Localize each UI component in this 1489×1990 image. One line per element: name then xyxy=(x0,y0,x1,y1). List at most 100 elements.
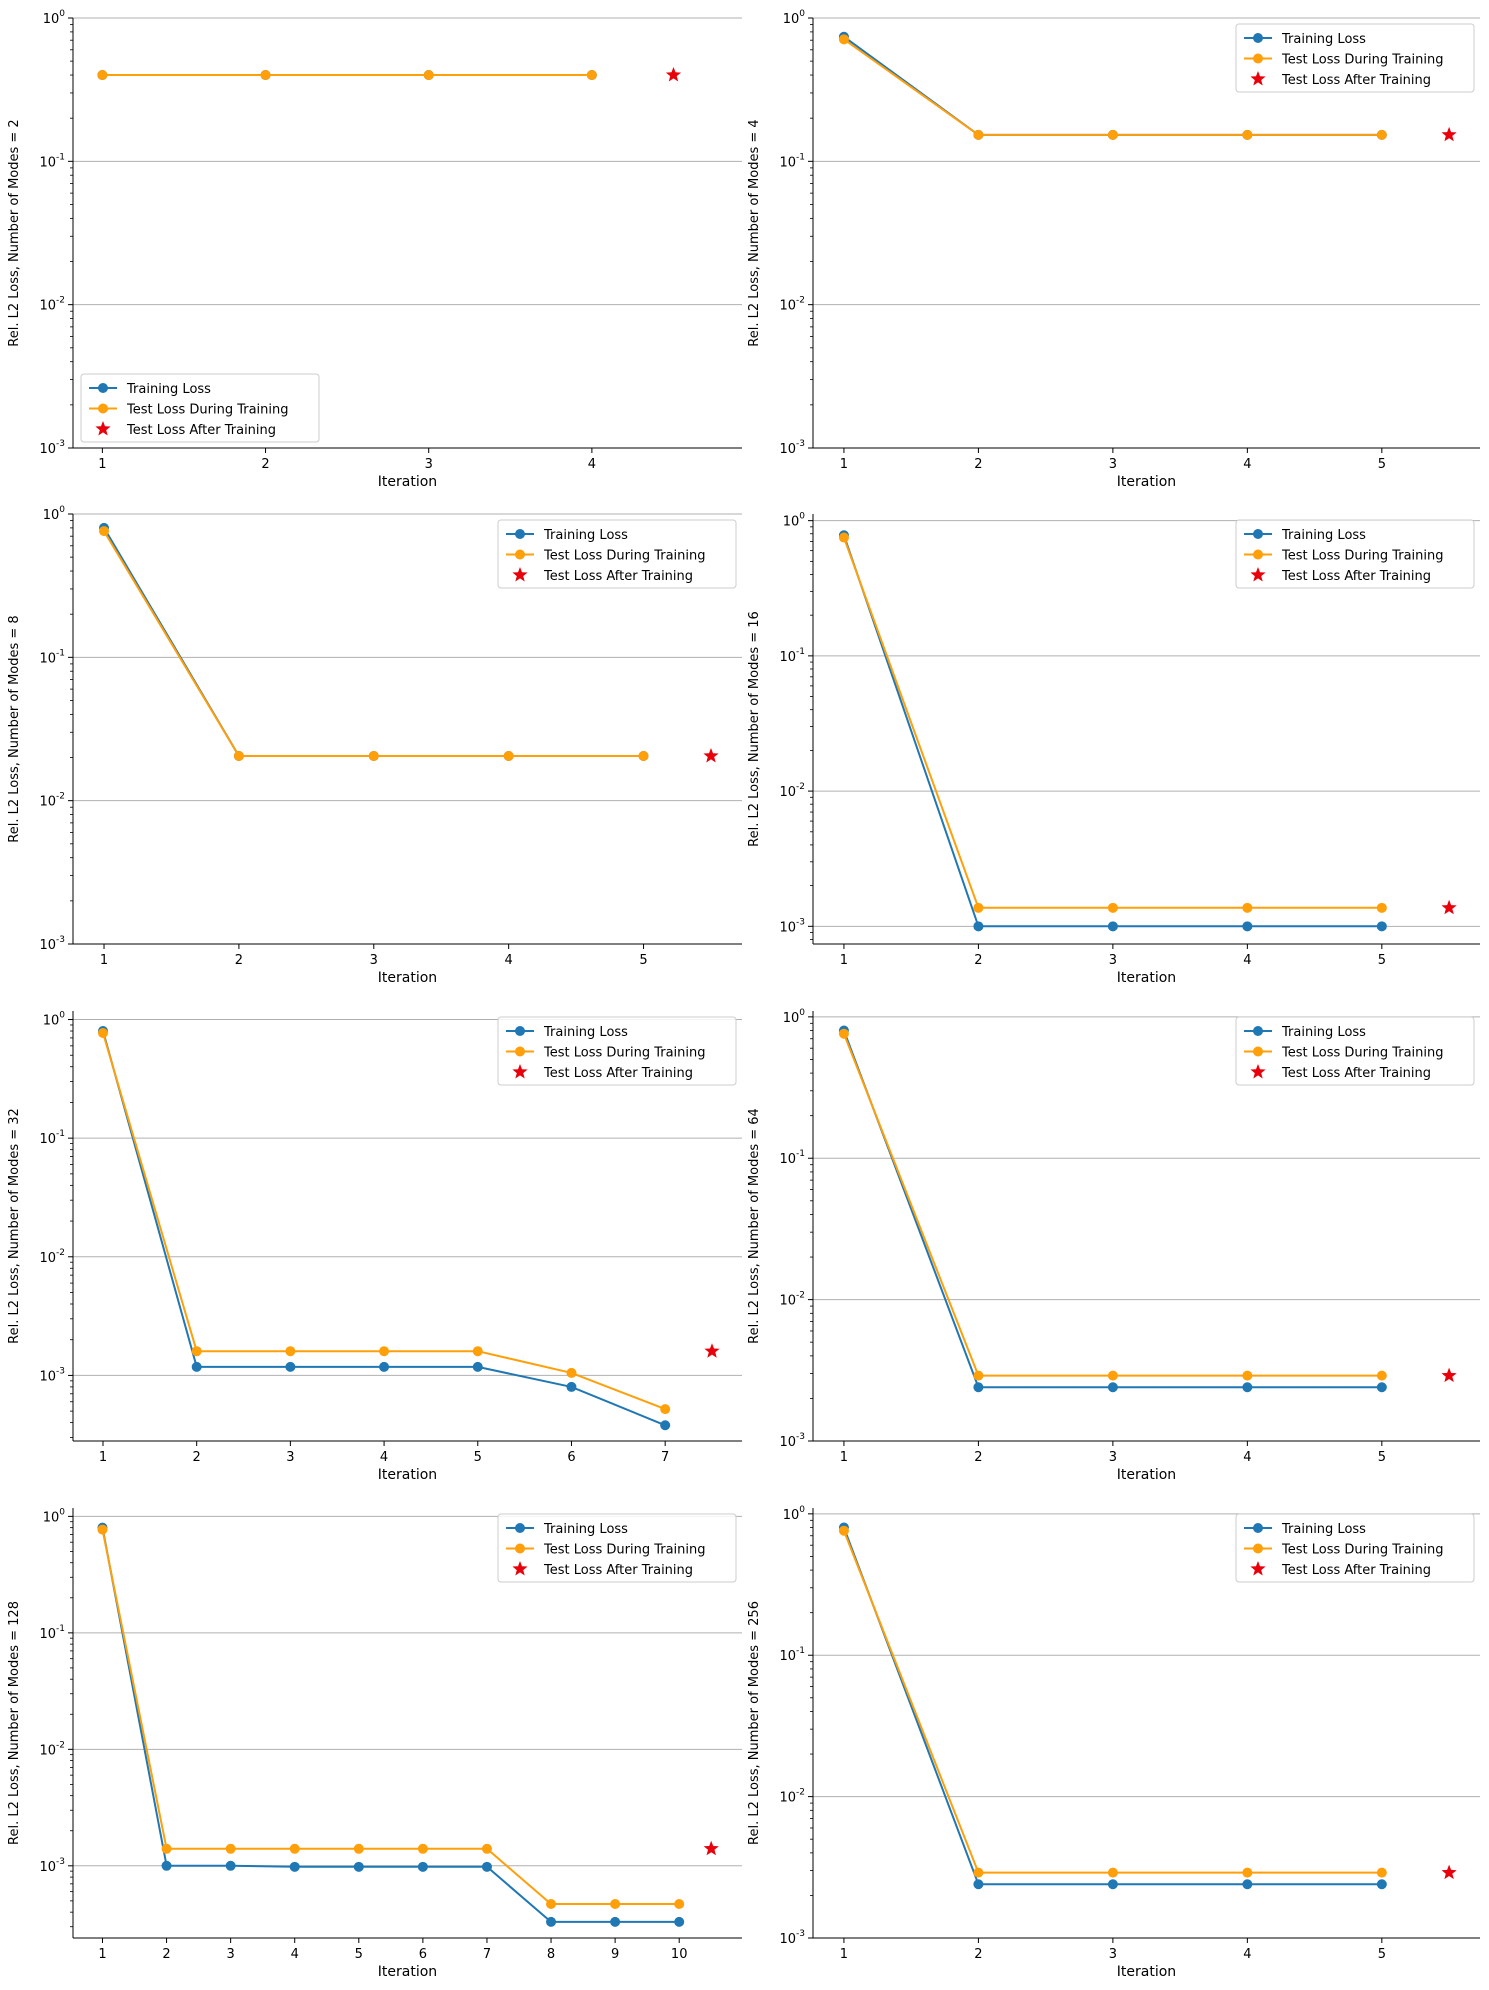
legend-label-0: Training Loss xyxy=(1281,1522,1366,1537)
chart-panel-1: 10-3 10-2 10-1 100 1 2 3 4 5 Iteration Rel. L2 Los… xyxy=(747,9,1480,490)
data-point-1 xyxy=(225,1843,236,1854)
x-tick-label: 5 xyxy=(1378,457,1386,472)
y-tick-exponent: -3 xyxy=(56,1366,65,1376)
y-tick-label: 10-1 xyxy=(39,1129,65,1147)
data-point-1 xyxy=(638,750,649,761)
x-tick-label: 5 xyxy=(1378,953,1386,968)
y-tick-label: 100 xyxy=(783,1008,806,1026)
y-tick-exponent: -2 xyxy=(796,296,805,306)
x-tick-label: 5 xyxy=(1378,1947,1386,1962)
y-tick-label: 10-3 xyxy=(779,917,805,935)
legend-label-2: Test Loss After Training xyxy=(543,569,693,584)
legend: Training Loss Test Loss During Training Te… xyxy=(497,1016,737,1086)
legend-box xyxy=(1235,23,1475,93)
y-tick-label: 10-1 xyxy=(779,152,805,170)
y-axis-label: Rel. L2 Loss, Number of Modes = 2 xyxy=(7,119,22,346)
data-point-1 xyxy=(838,1028,849,1039)
x-axis-label: Iteration xyxy=(378,474,437,490)
legend-label-1: Test Loss During Training xyxy=(1281,1543,1444,1558)
data-point-1 xyxy=(973,129,984,140)
data-point-1 xyxy=(260,70,271,81)
y-tick-label: 10-3 xyxy=(39,1366,65,1384)
y-tick-label: 10-2 xyxy=(779,296,805,314)
x-tick-label: 4 xyxy=(588,457,596,472)
x-tick-label: 5 xyxy=(639,953,647,968)
y-tick-label: 10-1 xyxy=(39,1624,65,1642)
data-point-0 xyxy=(379,1361,390,1372)
y-tick-exponent: -1 xyxy=(56,1129,65,1139)
y-axis-label: Rel. L2 Loss, Number of Modes = 256 xyxy=(747,1601,762,1845)
x-axis-label: Iteration xyxy=(1117,1467,1176,1483)
legend-label-2: Test Loss After Training xyxy=(543,1563,693,1578)
x-tick-label: 3 xyxy=(425,457,433,472)
legend-label-0: Training Loss xyxy=(1281,1025,1366,1040)
test-after-marker xyxy=(1441,899,1457,915)
x-tick-label: 4 xyxy=(505,953,513,968)
x-tick-label: 4 xyxy=(1243,953,1251,968)
data-point-1 xyxy=(660,1404,671,1415)
data-point-1 xyxy=(1242,1867,1253,1878)
y-tick-label: 10-1 xyxy=(39,152,65,170)
y-tick-exponent: 0 xyxy=(59,505,65,515)
data-point-1 xyxy=(838,34,849,45)
y-axis-label: Rel. L2 Loss, Number of Modes = 4 xyxy=(747,119,762,346)
y-tick-exponent: 0 xyxy=(59,1011,65,1021)
y-tick-label: 10-2 xyxy=(779,782,805,800)
x-tick-label: 5 xyxy=(1378,1450,1386,1465)
x-axis-label: Iteration xyxy=(1117,970,1176,986)
chart-panel-5: 10-3 10-2 10-1 100 1 2 3 4 5 Iteration Rel. L2 Los… xyxy=(747,1008,1480,1483)
test-after-marker xyxy=(703,748,719,763)
data-point-1 xyxy=(285,1346,296,1357)
data-point-0 xyxy=(546,1916,557,1927)
y-tick-exponent: -3 xyxy=(56,1857,65,1867)
data-point-1 xyxy=(379,1346,390,1357)
x-tick-label: 2 xyxy=(974,1450,982,1465)
data-point-0 xyxy=(417,1861,428,1872)
y-tick-exponent: -3 xyxy=(56,935,65,945)
x-tick-label: 3 xyxy=(1109,457,1117,472)
x-tick-label: 3 xyxy=(226,1947,234,1962)
data-point-1 xyxy=(973,1370,984,1381)
x-tick-label: 4 xyxy=(380,1450,388,1465)
data-point-1 xyxy=(1242,1370,1253,1381)
legend-marker-0 xyxy=(98,383,108,393)
y-tick-exponent: -2 xyxy=(796,782,805,792)
y-tick-exponent: -1 xyxy=(56,648,65,658)
y-tick-label: 100 xyxy=(43,1507,66,1525)
legend-label-0: Training Loss xyxy=(543,528,628,543)
legend-marker-1 xyxy=(1253,1046,1263,1057)
data-point-0 xyxy=(1107,1382,1118,1393)
data-point-0 xyxy=(285,1361,296,1372)
y-axis-label: Rel. L2 Loss, Number of Modes = 8 xyxy=(7,615,22,842)
legend: Training Loss Test Loss During Training Te… xyxy=(1235,1513,1475,1583)
x-tick-label: 1 xyxy=(98,1947,106,1962)
legend-label-0: Training Loss xyxy=(543,1025,628,1040)
legend-label-0: Training Loss xyxy=(543,1522,628,1537)
data-point-0 xyxy=(161,1860,172,1871)
y-tick-label: 100 xyxy=(783,512,806,530)
data-point-0 xyxy=(353,1861,364,1872)
chart-panel-7: 10-3 10-2 10-1 100 1 2 3 4 5 Iteration Rel. L2 Los… xyxy=(747,1505,1480,1980)
x-axis-label: Iteration xyxy=(378,970,437,986)
legend-star xyxy=(1250,71,1266,86)
x-tick-label: 4 xyxy=(1243,1450,1251,1465)
data-point-0 xyxy=(1242,921,1253,932)
x-axis-label: Iteration xyxy=(378,1467,437,1483)
data-point-1 xyxy=(503,750,514,761)
data-point-0 xyxy=(1376,921,1387,932)
legend-label-0: Training Loss xyxy=(1281,528,1366,543)
y-axis-label: Rel. L2 Loss, Number of Modes = 32 xyxy=(7,1108,22,1344)
test-after-marker xyxy=(704,1343,720,1358)
legend-box xyxy=(497,519,737,589)
legend-marker-0 xyxy=(515,1026,525,1036)
data-point-1 xyxy=(546,1899,557,1910)
legend-label-2: Test Loss After Training xyxy=(1281,1066,1431,1081)
y-tick-label: 100 xyxy=(783,1505,806,1523)
y-tick-label: 100 xyxy=(43,505,66,523)
data-point-1 xyxy=(674,1899,685,1910)
x-tick-label: 2 xyxy=(974,1947,982,1962)
y-tick-exponent: 0 xyxy=(59,1507,65,1517)
data-point-0 xyxy=(481,1861,492,1872)
legend-box xyxy=(1235,519,1475,589)
legend-marker-0 xyxy=(515,1523,525,1533)
